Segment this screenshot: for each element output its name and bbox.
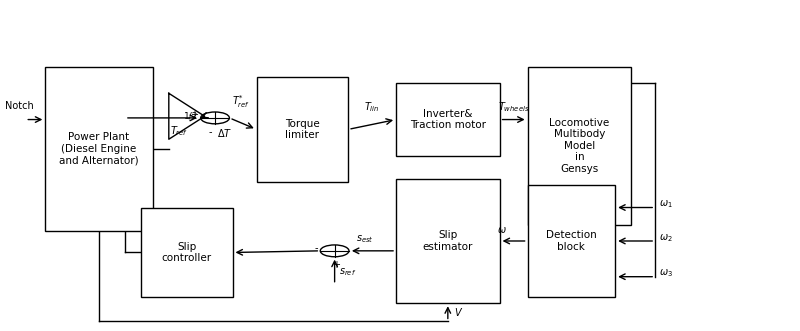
Text: $\omega_1$: $\omega_1$ (659, 198, 673, 210)
Text: +: + (190, 110, 198, 120)
FancyBboxPatch shape (46, 67, 153, 231)
FancyBboxPatch shape (257, 77, 348, 182)
FancyBboxPatch shape (396, 83, 500, 156)
Text: Slip
estimator: Slip estimator (422, 230, 473, 252)
Text: $T_{ref}^{*}$: $T_{ref}^{*}$ (232, 93, 250, 110)
Text: $\omega_2$: $\omega_2$ (659, 232, 673, 244)
Text: Power Plant
(Diesel Engine
and Alternator): Power Plant (Diesel Engine and Alternato… (59, 132, 139, 166)
FancyBboxPatch shape (141, 208, 233, 297)
FancyBboxPatch shape (527, 185, 615, 297)
Text: Detection
block: Detection block (546, 230, 597, 252)
Text: $\Delta T$: $\Delta T$ (217, 127, 232, 139)
Text: Slip
controller: Slip controller (162, 242, 212, 263)
Text: $s_{ref}$: $s_{ref}$ (338, 266, 356, 278)
Text: $s_{est}$: $s_{est}$ (357, 233, 374, 245)
Text: $T_{ref}$: $T_{ref}$ (170, 124, 189, 138)
Text: Locomotive
Multibody
Model
in
Gensys: Locomotive Multibody Model in Gensys (550, 118, 610, 174)
Text: $V$: $V$ (454, 306, 463, 317)
Text: Notch: Notch (6, 101, 34, 112)
Text: $\omega$: $\omega$ (497, 225, 506, 235)
Text: Inverter&
Traction motor: Inverter& Traction motor (410, 109, 486, 130)
FancyBboxPatch shape (396, 179, 500, 303)
Text: $T_{lin}$: $T_{lin}$ (364, 100, 380, 114)
Text: 1/2: 1/2 (183, 112, 198, 121)
Text: $\omega_3$: $\omega_3$ (659, 267, 673, 279)
Text: Torque
limiter: Torque limiter (285, 118, 320, 140)
FancyBboxPatch shape (527, 67, 631, 224)
Text: -: - (314, 243, 318, 253)
Text: -: - (208, 127, 212, 137)
Text: $T_{wheels}$: $T_{wheels}$ (498, 100, 530, 114)
Text: +: + (332, 260, 340, 270)
